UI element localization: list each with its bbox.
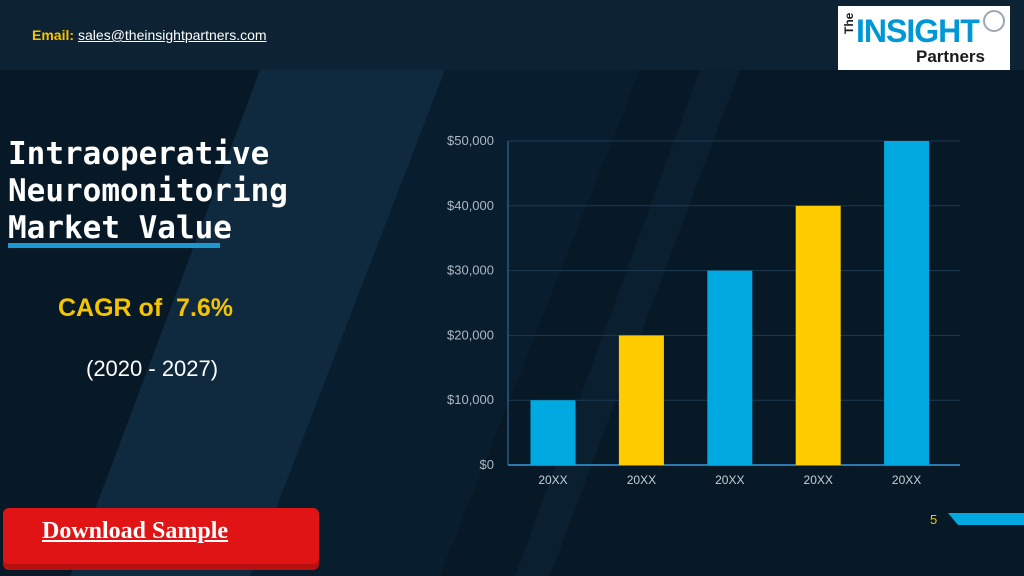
- bar-3: [707, 270, 753, 465]
- y-tick-label: $10,000: [447, 392, 494, 407]
- cagr-text: CAGR of 7.6%: [58, 294, 234, 322]
- bar-2: [618, 335, 664, 465]
- y-tick-label: $40,000: [447, 198, 494, 213]
- title-underline: [8, 243, 220, 248]
- x-tick-label: 20XX: [804, 473, 833, 487]
- download-sample-button[interactable]: Download Sample: [3, 508, 319, 570]
- email-contact: Email: sales@theinsightpartners.com: [32, 27, 267, 43]
- y-tick-label: $20,000: [447, 327, 494, 342]
- x-tick-label: 20XX: [627, 473, 656, 487]
- x-tick-label: 20XX: [715, 473, 744, 487]
- insight-partners-logo[interactable]: The INSIGHT Partners: [838, 6, 1010, 70]
- page-accent-bar: [948, 513, 1024, 525]
- page-title: Intraoperative Neuromonitoring Market Va…: [8, 136, 288, 246]
- x-tick-label: 20XX: [538, 473, 567, 487]
- y-tick-label: $30,000: [447, 263, 494, 278]
- logo-insight-text: INSIGHT: [856, 13, 980, 49]
- x-tick-label: 20XX: [892, 473, 921, 487]
- page-number: 5: [930, 512, 938, 527]
- bar-1: [530, 400, 576, 465]
- download-sample-label: Download Sample: [42, 518, 229, 544]
- email-link[interactable]: sales@theinsightpartners.com: [78, 27, 267, 43]
- bar-5: [884, 141, 930, 465]
- bar-4: [795, 205, 841, 466]
- email-label: Email:: [32, 27, 75, 43]
- y-tick-label: $50,000: [447, 133, 494, 148]
- logo-partners-text: Partners: [916, 47, 985, 66]
- period-text: (2020 - 2027): [86, 356, 219, 381]
- logo-ring-icon: [983, 10, 1005, 32]
- y-tick-label: $0: [480, 457, 494, 472]
